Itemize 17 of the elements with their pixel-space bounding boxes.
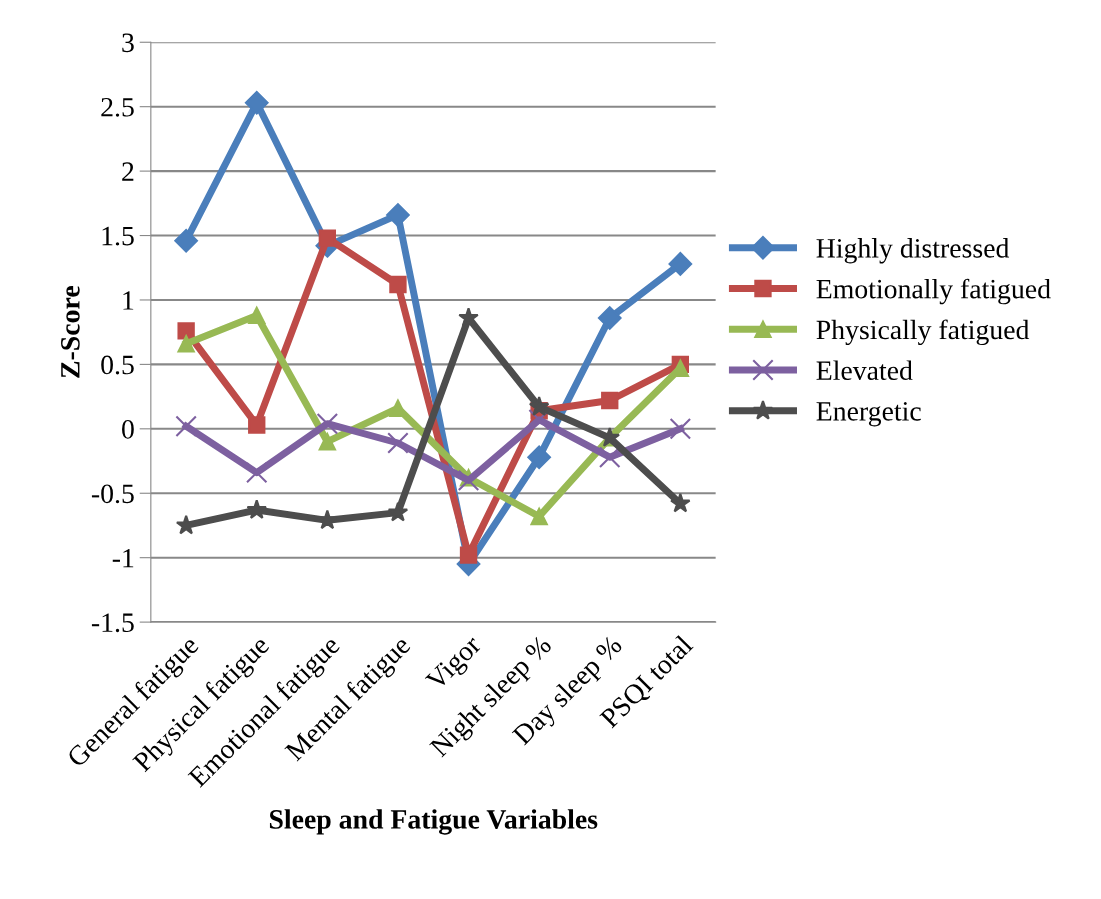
legend-label: Emotionally fatigued [816, 278, 1051, 305]
legend-label: Physically fatigued [816, 319, 1030, 346]
x-axis-title: Sleep and Fatigue Variables [269, 809, 598, 835]
y-tick-label: -1 [112, 548, 134, 568]
y-tick-label: 3 [122, 33, 134, 53]
y-tick-label: -0.5 [91, 484, 134, 504]
y-tick-label: 1.5 [102, 226, 134, 246]
y-tick-label: 1 [123, 291, 134, 310]
y-tick-label: 2 [122, 162, 134, 181]
y-tick-label: -1.5 [91, 613, 134, 633]
legend-label: Highly distressed [816, 238, 1010, 264]
y-tick-label: 2.5 [101, 97, 134, 117]
y-axis-title: Z-Score [61, 286, 80, 378]
legend-label: Elevated [816, 360, 913, 381]
legend-label: Energetic [816, 402, 921, 427]
y-tick-label: 0 [122, 419, 134, 439]
y-tick-label: 0.5 [101, 355, 134, 375]
